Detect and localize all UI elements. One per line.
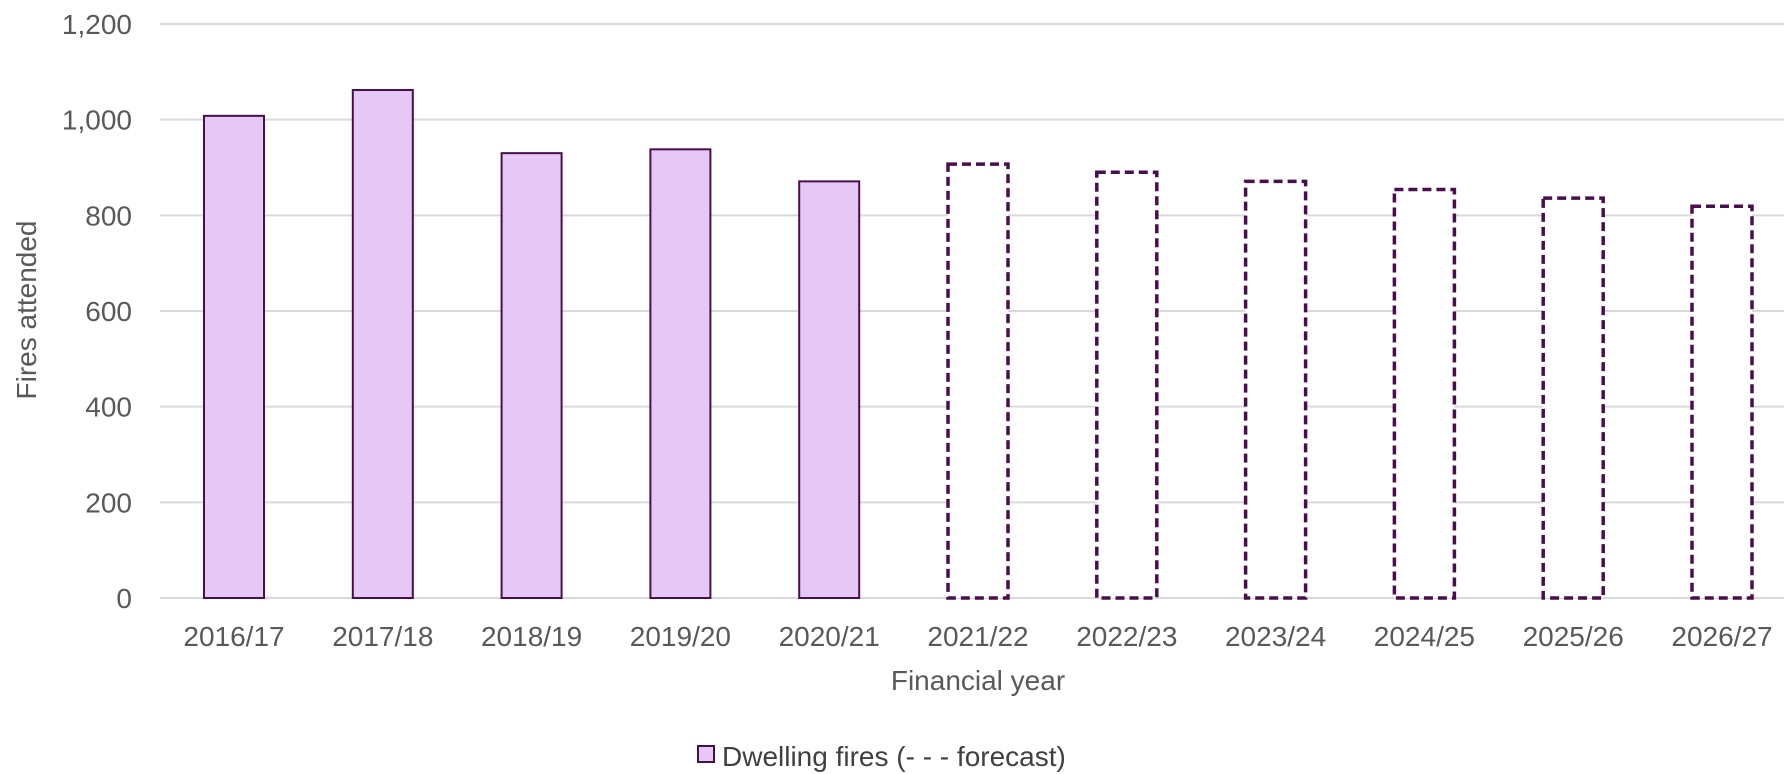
legend: Dwelling fires (- - - forecast) (697, 741, 1066, 772)
y-tick-label: 1,000 (62, 105, 132, 136)
x-axis-tick-labels: 2016/17 2017/18 2018/19 2019/20 2020/21 2021/… (183, 621, 1772, 652)
forecast-bar (1392, 187, 1457, 600)
bar (203, 114, 265, 599)
y-tick-label: 800 (85, 200, 132, 231)
bar (798, 180, 861, 599)
x-axis-title: Financial year (891, 665, 1065, 696)
y-axis-tick-labels: 0 200 400 600 800 1,000 1,200 (62, 9, 132, 614)
legend-label: Dwelling fires (- - - forecast) (722, 741, 1066, 772)
y-tick-label: 600 (85, 296, 132, 327)
x-tick-label: 2016/17 (183, 621, 284, 652)
bar (649, 148, 712, 599)
x-tick-label: 2023/24 (1225, 621, 1326, 652)
forecast-bar (1541, 196, 1605, 600)
forecast-bar (1095, 170, 1159, 600)
forecast-bar (946, 162, 1010, 600)
forecast-bar (1243, 179, 1308, 600)
bars (203, 89, 1754, 600)
x-tick-label: 2020/21 (779, 621, 880, 652)
forecast-bar (1690, 204, 1754, 600)
y-tick-label: 1,200 (62, 9, 132, 40)
x-tick-label: 2021/22 (927, 621, 1028, 652)
x-tick-label: 2018/19 (481, 621, 582, 652)
x-tick-label: 2017/18 (332, 621, 433, 652)
bar (351, 89, 414, 599)
legend-swatch (697, 745, 715, 763)
y-axis-title: Fires attended (11, 221, 42, 400)
x-tick-label: 2022/23 (1076, 621, 1177, 652)
x-tick-label: 2019/20 (630, 621, 731, 652)
x-tick-label: 2024/25 (1374, 621, 1475, 652)
x-tick-label: 2026/27 (1671, 621, 1772, 652)
x-tick-label: 2025/26 (1523, 621, 1624, 652)
bar (500, 152, 563, 599)
y-tick-label: 200 (85, 487, 132, 518)
y-tick-label: 400 (85, 392, 132, 423)
y-tick-label: 0 (116, 583, 132, 614)
